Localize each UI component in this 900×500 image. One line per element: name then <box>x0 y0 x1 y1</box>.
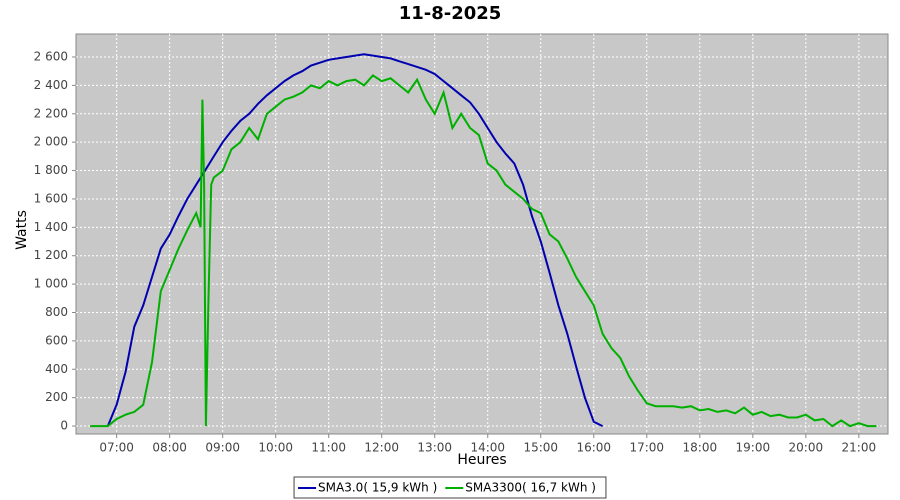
x-tick-label: 08:00 <box>152 441 187 455</box>
plot-area <box>75 33 889 435</box>
y-axis-label: Watts <box>14 210 30 250</box>
series-line <box>106 53 604 427</box>
legend: SMA3.0( 15,9 kWh ) SMA3300( 16,7 kWh ) <box>293 476 607 499</box>
x-tick-label: 07:00 <box>99 441 134 455</box>
y-tick-label: 2 200 <box>34 106 68 120</box>
x-tick-label: 20:00 <box>789 441 824 455</box>
x-tick-label: 13:00 <box>417 441 452 455</box>
x-tick-label: 19:00 <box>736 441 771 455</box>
y-tick-label: 1 800 <box>34 163 68 177</box>
x-tick-label: 18:00 <box>683 441 718 455</box>
y-tick-label: 1 200 <box>34 248 68 262</box>
y-tick-label: 1 400 <box>34 220 68 234</box>
y-tick-label: 2 400 <box>34 78 68 92</box>
x-tick-label: 11:00 <box>311 441 346 455</box>
y-tick-label: 1 000 <box>34 277 68 291</box>
y-tick-label: 400 <box>45 362 68 376</box>
chart-title: 11-8-2025 <box>399 3 502 24</box>
x-axis-label: Heures <box>457 452 506 468</box>
x-tick-label: 10:00 <box>258 441 293 455</box>
y-tick-label: 200 <box>45 390 68 404</box>
x-tick-label: 12:00 <box>364 441 399 455</box>
x-tick-label: 14:00 <box>470 441 505 455</box>
y-tick-label: 1 600 <box>34 191 68 205</box>
y-tick-label: 2 600 <box>34 49 68 63</box>
y-tick-label: 0 <box>60 419 68 433</box>
series-line <box>90 74 877 428</box>
x-tick-label: 17:00 <box>629 441 664 455</box>
x-tick-label: 21:00 <box>842 441 877 455</box>
legend-label: SMA3.0( 15,9 kWh ) <box>318 481 437 495</box>
legend-label: SMA3300( 16,7 kWh ) <box>465 481 596 495</box>
x-tick-label: 09:00 <box>205 441 240 455</box>
y-tick-label: 800 <box>45 305 68 319</box>
y-tick-label: 600 <box>45 333 68 347</box>
x-tick-label: 15:00 <box>523 441 558 455</box>
x-tick-label: 16:00 <box>576 441 611 455</box>
y-tick-label: 2 000 <box>34 135 68 149</box>
